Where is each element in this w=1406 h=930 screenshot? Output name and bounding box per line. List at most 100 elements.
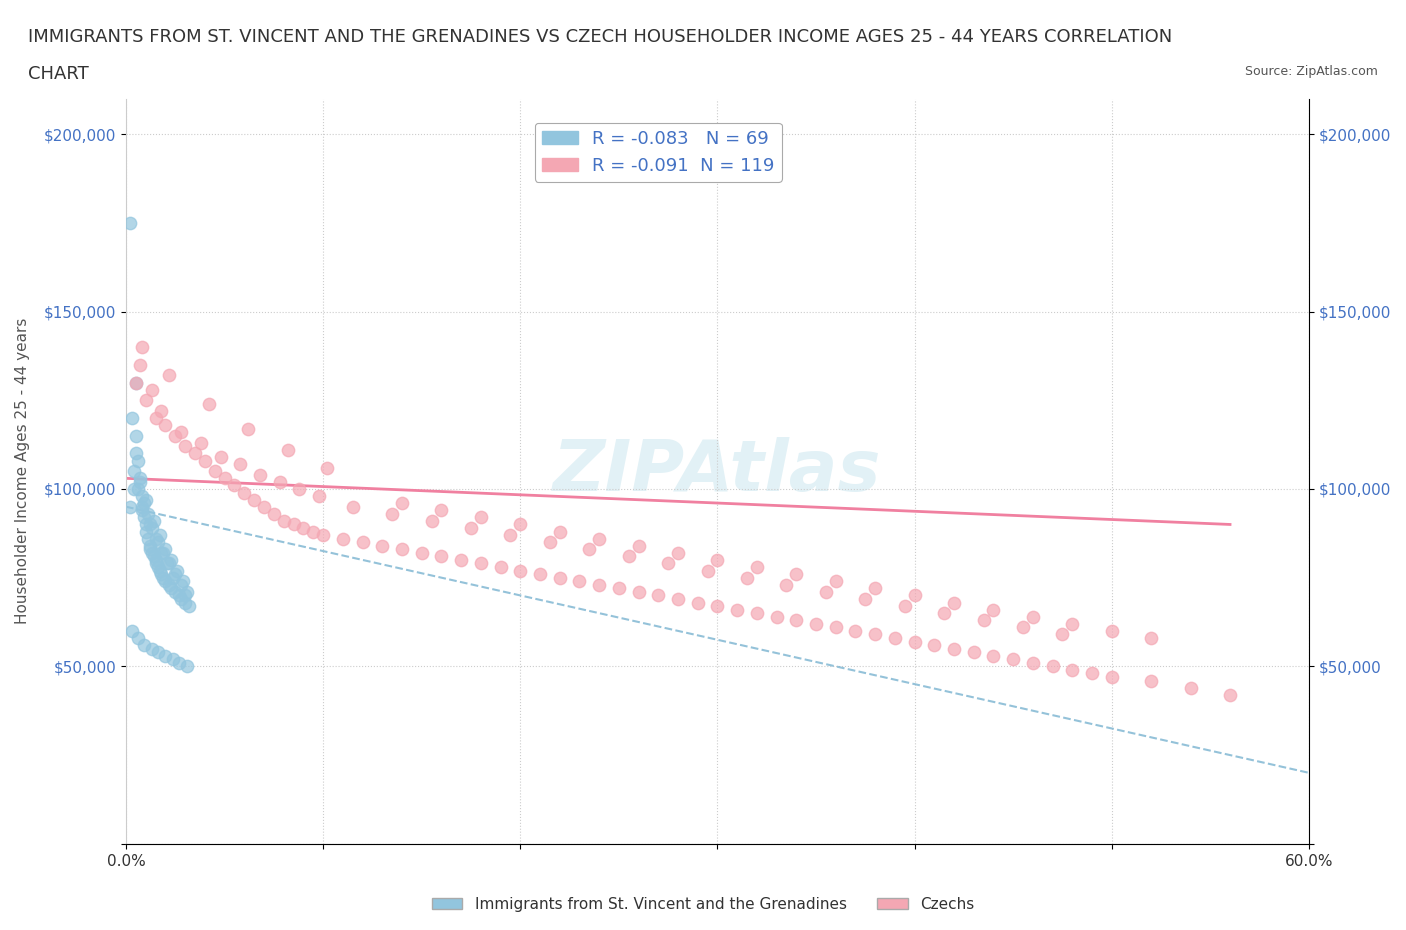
Point — [824, 620, 846, 635]
Point — [150, 545, 173, 560]
Point — [1101, 623, 1123, 638]
Point — [249, 468, 271, 483]
Point — [863, 581, 886, 596]
Point — [125, 375, 148, 390]
Point — [194, 453, 217, 468]
Point — [152, 545, 174, 560]
Point — [148, 564, 170, 578]
Point — [489, 560, 512, 575]
Point — [509, 517, 531, 532]
Point — [785, 613, 807, 628]
Point — [538, 535, 561, 550]
Legend: R = -0.083   N = 69, R = -0.091  N = 119: R = -0.083 N = 69, R = -0.091 N = 119 — [534, 123, 782, 182]
Point — [167, 656, 190, 671]
Point — [578, 542, 600, 557]
Point — [209, 449, 232, 464]
Point — [176, 659, 198, 674]
Point — [470, 510, 492, 525]
Point — [138, 538, 160, 553]
Point — [165, 429, 187, 444]
Point — [983, 602, 1005, 617]
Point — [499, 527, 522, 542]
Point — [853, 591, 876, 606]
Point — [1002, 652, 1025, 667]
Point — [785, 566, 807, 581]
Point — [135, 517, 157, 532]
Point — [135, 525, 157, 539]
Point — [332, 531, 354, 546]
Point — [122, 482, 145, 497]
Point — [1062, 662, 1084, 677]
Point — [131, 339, 153, 354]
Point — [165, 566, 187, 581]
Point — [174, 439, 197, 454]
Point — [125, 375, 148, 390]
Point — [166, 564, 188, 578]
Point — [131, 499, 153, 514]
Point — [745, 605, 768, 620]
Point — [1219, 687, 1241, 702]
Point — [273, 513, 295, 528]
Point — [150, 566, 173, 581]
Point — [174, 588, 197, 603]
Point — [391, 542, 413, 557]
Point — [824, 574, 846, 589]
Point — [1140, 631, 1163, 645]
Text: Source: ZipAtlas.com: Source: ZipAtlas.com — [1244, 65, 1378, 78]
Point — [725, 602, 748, 617]
Point — [963, 644, 986, 659]
Point — [973, 613, 995, 628]
Point — [863, 627, 886, 642]
Point — [1180, 680, 1202, 695]
Point — [145, 410, 167, 425]
Point — [170, 591, 193, 606]
Point — [1081, 666, 1104, 681]
Point — [430, 549, 453, 564]
Point — [176, 584, 198, 599]
Point — [157, 368, 180, 383]
Point — [893, 599, 915, 614]
Point — [883, 631, 905, 645]
Point — [132, 510, 155, 525]
Point — [470, 556, 492, 571]
Point — [146, 644, 169, 659]
Point — [420, 513, 443, 528]
Point — [371, 538, 394, 553]
Point — [172, 574, 194, 589]
Point — [657, 556, 679, 571]
Text: CHART: CHART — [28, 65, 89, 83]
Point — [141, 382, 163, 397]
Point — [617, 549, 640, 564]
Point — [1022, 609, 1045, 624]
Point — [127, 453, 149, 468]
Point — [229, 457, 252, 472]
Point — [529, 566, 551, 581]
Point — [197, 396, 219, 411]
Point — [145, 556, 167, 571]
Point — [136, 531, 159, 546]
Point — [167, 588, 190, 603]
Point — [666, 545, 689, 560]
Point — [135, 392, 157, 407]
Point — [450, 552, 472, 567]
Point — [141, 641, 163, 656]
Point — [128, 357, 150, 372]
Point — [136, 506, 159, 521]
Point — [141, 521, 163, 536]
Point — [177, 599, 200, 614]
Point — [1052, 627, 1074, 642]
Point — [263, 506, 285, 521]
Point — [162, 652, 184, 667]
Point — [162, 570, 184, 585]
Point — [804, 617, 827, 631]
Point — [288, 482, 311, 497]
Text: ZIPAtlas: ZIPAtlas — [553, 437, 882, 506]
Point — [735, 570, 758, 585]
Point — [283, 517, 305, 532]
Point — [165, 584, 187, 599]
Point — [122, 464, 145, 479]
Point — [127, 482, 149, 497]
Point — [269, 474, 291, 489]
Point — [460, 521, 482, 536]
Point — [548, 525, 571, 539]
